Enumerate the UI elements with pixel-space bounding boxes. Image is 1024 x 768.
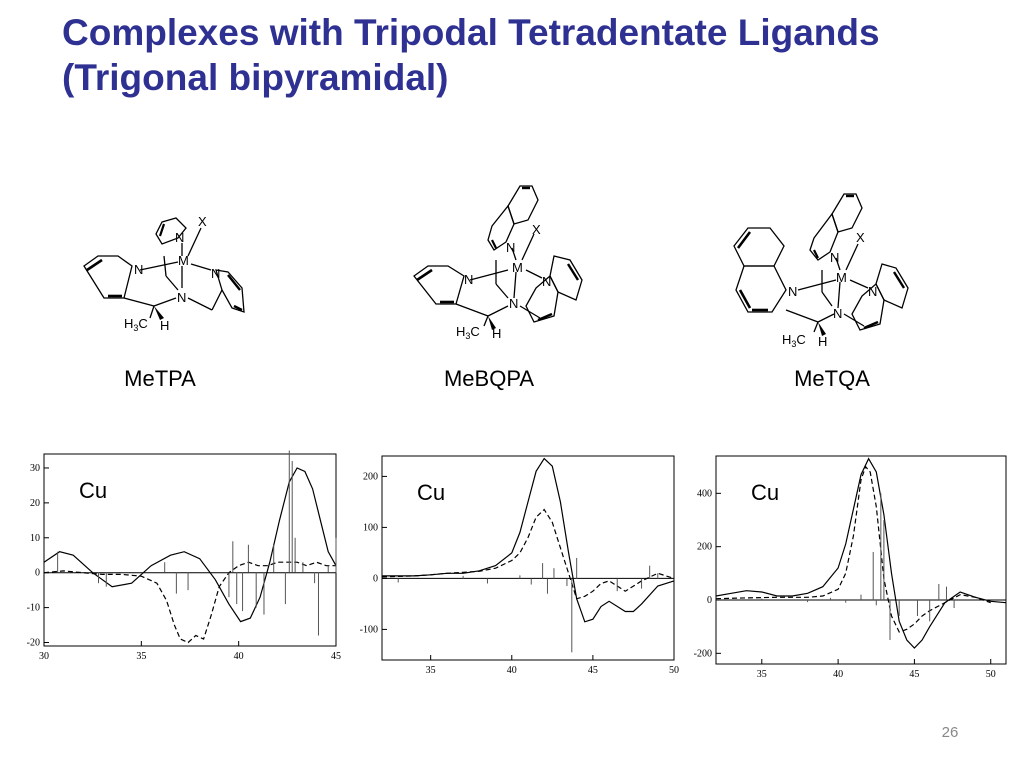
mebqpa-atom-n3: N xyxy=(542,274,551,289)
solid-curve xyxy=(43,467,337,623)
dashed-curve xyxy=(381,508,675,600)
x-tick-label: 35 xyxy=(757,669,767,680)
mebqpa-drawing: N N M X N N H3C H xyxy=(413,185,583,341)
title-line-2: (Trigonal bipyramidal) xyxy=(62,57,449,98)
x-tick-label: 35 xyxy=(426,665,436,676)
metpa-atom-n3: N xyxy=(211,266,220,281)
title-line-1: Complexes with Tripodal Tetradentate Lig… xyxy=(62,12,880,53)
metpa-atom-n4: N xyxy=(177,290,186,305)
mebqpa-atom-h: H xyxy=(492,326,501,341)
metpa-atom-n1: N xyxy=(134,262,143,277)
slide-title: Complexes with Tripodal Tetradentate Lig… xyxy=(62,10,1002,100)
mebqpa-atom-n2: N xyxy=(506,240,515,255)
metqa-atom-x: X xyxy=(856,230,865,245)
y-tick-label: 0 xyxy=(707,595,712,606)
metqa-atom-h3c: H3C xyxy=(782,332,806,349)
structure-mebqpa: N N M X N N H3C H xyxy=(408,180,588,345)
metpa-atom-x: X xyxy=(198,214,207,229)
dashed-curve xyxy=(43,561,336,644)
page-number: 26 xyxy=(941,724,959,741)
metqa-atom-n3: N xyxy=(868,284,877,299)
y-tick-label: 0 xyxy=(373,573,378,584)
x-tick-label: 30 xyxy=(39,651,49,662)
metqa-drawing: N N M X N N H3C H xyxy=(733,193,909,349)
cd-spectrum-metqa: 35 40 45 50 -200 0 200 400 Cu xyxy=(684,452,1014,682)
cd-spectrum-metpa: 30 35 40 45 -20 -10 0 10 20 30 Cu xyxy=(20,450,341,674)
x-tick-label: 40 xyxy=(234,651,244,662)
mebqpa-atom-x: X xyxy=(532,222,541,237)
y-tick-label: 200 xyxy=(363,471,378,482)
metpa-atom-h3c-h: H3C xyxy=(124,316,148,333)
metqa-atom-m: M xyxy=(836,270,847,285)
metpa-atom-m: M xyxy=(178,253,189,268)
solid-curve xyxy=(715,457,1007,649)
y-tick-label: -20 xyxy=(27,638,40,649)
metal-annotation: Cu xyxy=(79,478,107,503)
label-metqa: MeTQA xyxy=(794,366,870,391)
x-tick-label: 40 xyxy=(507,665,517,676)
plot-frame xyxy=(381,455,675,661)
metqa-atom-n4: N xyxy=(833,306,842,321)
metqa-atom-n2: N xyxy=(830,250,839,265)
chart-svg-1: 30 35 40 45 -20 -10 0 10 20 30 Cu xyxy=(27,450,341,662)
mebqpa-atom-n1: N xyxy=(464,272,473,287)
x-tick-label: 45 xyxy=(331,651,341,662)
y-tick-label: 10 xyxy=(30,533,40,544)
label-metpa: MeTPA xyxy=(124,366,196,391)
metpa-drawing: N N M X N N H3C H xyxy=(83,214,245,333)
chart-svg-3: 35 40 45 50 -200 0 200 400 Cu xyxy=(694,455,1007,680)
x-tick-label: 40 xyxy=(833,669,843,680)
label-mebqpa: MeBQPA xyxy=(443,366,535,391)
metpa-atom-h: H xyxy=(160,318,169,333)
y-tick-label: 100 xyxy=(363,522,378,533)
cd-spectrum-mebqpa: 35 40 45 50 -100 0 100 200 Cu xyxy=(352,452,682,676)
mebqpa-atom-m: M xyxy=(512,260,523,275)
y-tick-label: 30 xyxy=(30,463,40,474)
y-tick-label: -100 xyxy=(360,624,378,635)
mebqpa-atom-n4: N xyxy=(509,296,518,311)
plot-frame xyxy=(715,455,1007,665)
y-tick-label: 0 xyxy=(35,568,40,579)
y-tick-label: 20 xyxy=(30,498,40,509)
chart-svg-2: 35 40 45 50 -100 0 100 200 Cu xyxy=(360,455,679,676)
x-tick-label: 50 xyxy=(986,669,996,680)
mebqpa-atom-h3c: H3C xyxy=(456,324,480,341)
metqa-atom-h: H xyxy=(818,334,827,349)
x-tick-label: 45 xyxy=(909,669,919,680)
y-tick-label: 400 xyxy=(697,488,712,499)
x-tick-label: 45 xyxy=(588,665,598,676)
metpa-atom-n2: N xyxy=(175,230,184,245)
y-tick-label: -200 xyxy=(694,648,712,659)
x-tick-label: 35 xyxy=(136,651,146,662)
y-tick-label: 200 xyxy=(697,542,712,553)
x-tick-label: 50 xyxy=(669,665,679,676)
structure-metpa: N N M X N N H3C H xyxy=(78,210,258,340)
y-tick-label: -10 xyxy=(27,603,40,614)
dashed-curve xyxy=(715,465,991,633)
metal-annotation: Cu xyxy=(417,480,445,505)
structure-metqa: N N M X N N H3C H xyxy=(728,186,918,356)
metal-annotation: Cu xyxy=(751,480,779,505)
metqa-atom-n1: N xyxy=(788,284,797,299)
